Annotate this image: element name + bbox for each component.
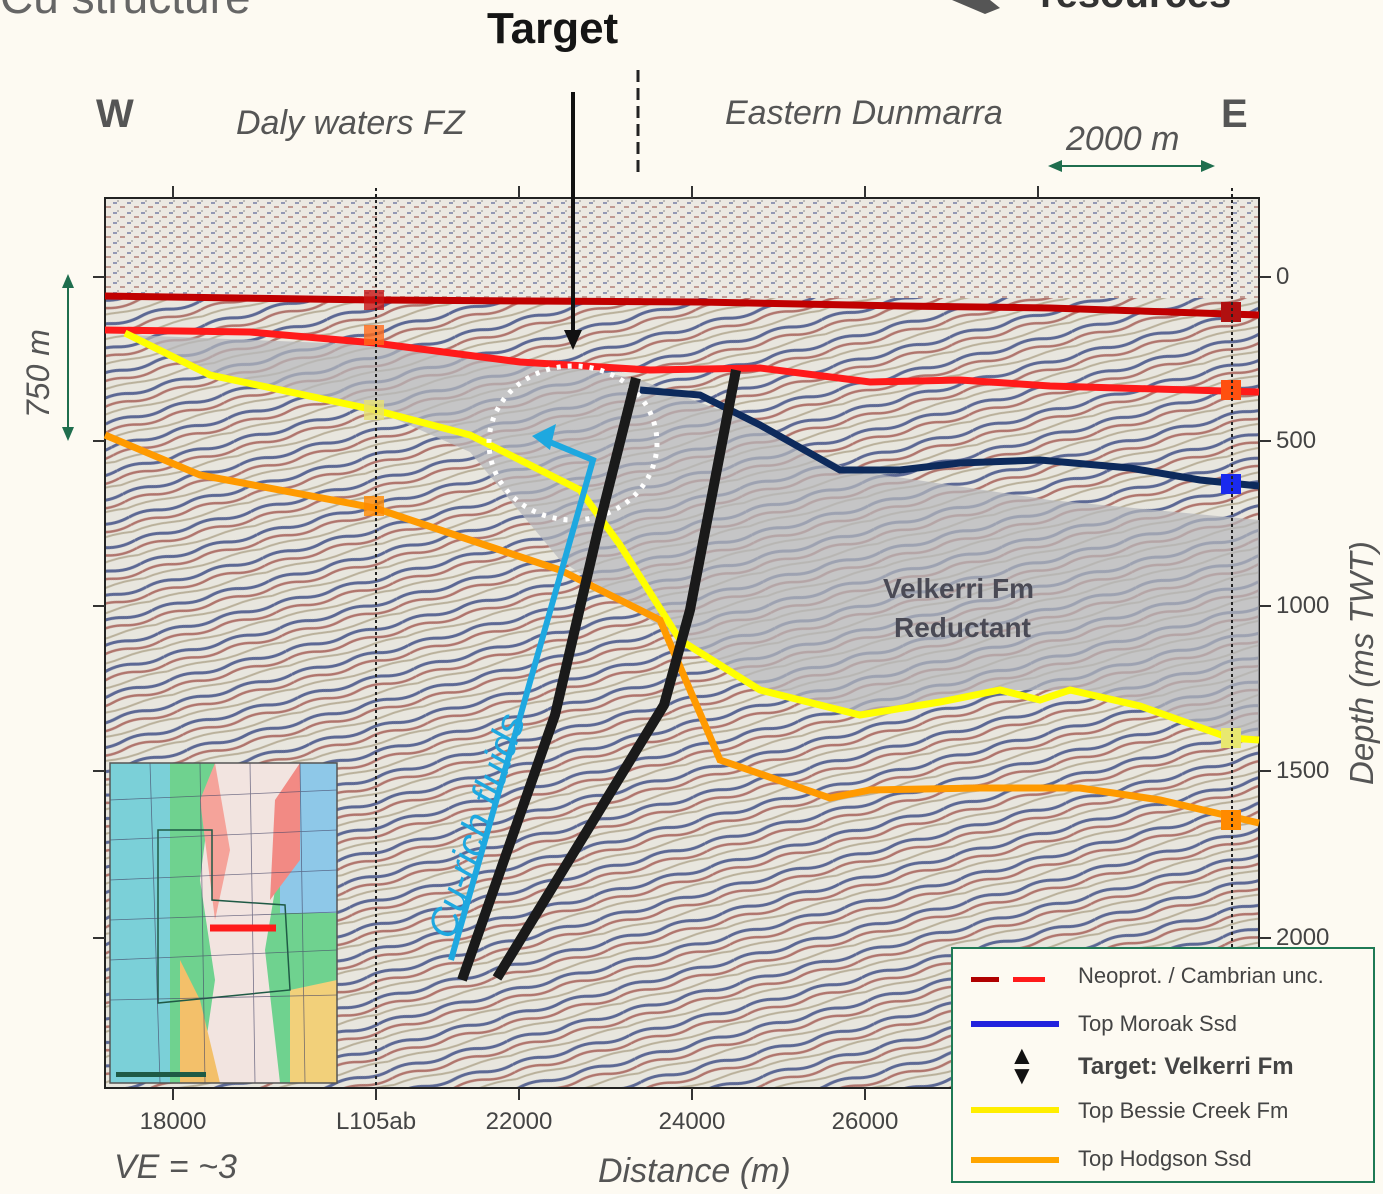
neoprot-cambrian-unconformity-line: [104, 292, 1260, 319]
x-ticks: [172, 186, 1039, 1100]
x-tick-label: 22000: [485, 1108, 553, 1135]
x-tick-label: 18000: [139, 1108, 207, 1135]
fault-east: [492, 369, 741, 981]
west-label: W: [96, 92, 134, 136]
target-circle: [486, 363, 660, 523]
top-bessie-creek-line: [123, 329, 1260, 744]
vertical-exaggeration-label: VE = ~3: [114, 1148, 237, 1186]
legend-bessie-creek-symbol: [971, 1107, 1059, 1113]
partial-left-title: Cu structure: [0, 0, 251, 24]
y-tick-label: 1000: [1276, 592, 1330, 619]
well-marker: [364, 400, 384, 420]
x-tick-label: L105ab: [335, 1108, 417, 1135]
well-marker: [1221, 302, 1241, 322]
y-tick-label: 1500: [1276, 757, 1330, 784]
legend-item-bessie-creek: Top Bessie Creek Fm: [1078, 1098, 1289, 1123]
legend-item-unconformity: Neoprot. / Cambrian unc.: [1078, 963, 1324, 988]
legend-moroak-symbol: [971, 1021, 1059, 1027]
cu-fluid-arrow: [448, 435, 597, 961]
horizontal-scale-label: 2000 m: [1066, 120, 1180, 158]
inset-map: [109, 762, 338, 1084]
east-label: E: [1221, 92, 1248, 136]
legend-item-hodgson: Top Hodgson Ssd: [1078, 1146, 1252, 1171]
legend-hodgson-symbol: [971, 1157, 1059, 1163]
x-tick-label: 26000: [831, 1108, 899, 1135]
x-axis-label: Distance (m): [598, 1152, 791, 1190]
y-tick-label: 0: [1276, 263, 1290, 290]
partial-right-title: resources: [1040, 0, 1231, 17]
velkerri-reductant-zone: [130, 335, 1259, 740]
legend-unconformity-symbol: [971, 977, 1059, 982]
legend-item-target: Target: Velkerri Fm: [1078, 1053, 1294, 1080]
vertical-scale-label: 750 m: [20, 329, 56, 418]
neoprot-cambrian-unconformity-red-line: [104, 326, 1260, 396]
well-marker: [364, 496, 384, 516]
target-title: Target: [487, 4, 619, 53]
y-ticks: [93, 276, 1271, 939]
fault-west: [457, 376, 641, 982]
legend: Neoprot. / Cambrian unc. Top Moroak Ssd …: [951, 947, 1375, 1183]
region-west-label: Daly waters FZ: [236, 104, 465, 142]
y-tick-label: 500: [1276, 427, 1317, 454]
well-marker: [364, 325, 384, 345]
velkerri-label: Velkerri Fm: [883, 573, 1034, 604]
noise-zone: [105, 198, 1259, 298]
partial-arrow: [952, 0, 1000, 14]
well-marker: [1221, 728, 1241, 748]
well-marker: [364, 290, 384, 310]
double-arrow-icon: ▲ ▼: [1009, 1040, 1035, 1090]
y-axis-label: Depth (ms TWT): [1343, 541, 1380, 785]
y-tick-label: 2000: [1276, 924, 1330, 951]
region-east-label: Eastern Dunmarra: [725, 94, 1003, 132]
well-marker: [1221, 380, 1241, 400]
x-tick-label: 24000: [658, 1108, 726, 1135]
legend-item-moroak: Top Moroak Ssd: [1078, 1011, 1237, 1036]
reductant-label: Reductant: [894, 612, 1031, 643]
